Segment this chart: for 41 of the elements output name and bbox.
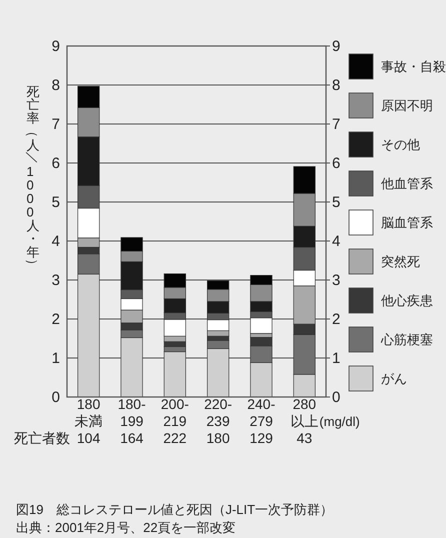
y2-tick-label: 7 xyxy=(332,116,340,133)
y-tick-label: 2 xyxy=(52,311,60,328)
y2-tick-label: 9 xyxy=(332,38,340,55)
x-tick-label: 180- 199 164 xyxy=(118,396,146,446)
y2-tick-label: 5 xyxy=(332,194,340,211)
legend-label: 心筋梗塞 xyxy=(380,332,433,347)
y2-tick-label: 8 xyxy=(332,77,340,94)
y-tick-label: 8 xyxy=(52,77,60,94)
x-tick-label: 200- 219 222 xyxy=(160,396,190,446)
legend-label: 事故・自殺 xyxy=(381,59,446,74)
y2-tick-label: 0 xyxy=(332,389,340,406)
x-tick-label: 220- 239 180 xyxy=(204,396,232,446)
legend-label: 突然死 xyxy=(381,254,420,269)
x-tick-label: 180 未満 104 xyxy=(74,396,103,446)
legend-label: 他心疾患 xyxy=(381,293,433,308)
bar xyxy=(164,351,186,398)
y-tick-label: 9 xyxy=(52,38,60,55)
source-note: 出典：2001年2月号、22頁を一部改変 xyxy=(16,520,236,535)
legend-label: 原因不明 xyxy=(381,98,433,113)
text: 死亡率（人／1000人・年） xyxy=(25,84,40,272)
y-tick-label: 4 xyxy=(52,233,60,250)
y2-tick-label: 3 xyxy=(332,272,340,289)
y-tick-label: 3 xyxy=(52,272,60,289)
y-tick-label: 5 xyxy=(52,194,60,211)
y-tick-label: 7 xyxy=(52,116,60,133)
legend-label: 他血管系 xyxy=(381,176,433,191)
text: 図19 総コレステロール値と死因（J-LIT一次予防群） xyxy=(16,502,334,517)
y-tick-label: 6 xyxy=(52,155,60,172)
y-tick-label: 1 xyxy=(52,350,60,367)
text: 死亡者数 xyxy=(14,430,70,446)
x-tick-label: 240- 279 129 xyxy=(247,396,276,446)
x-axis-title: (mg/dl) xyxy=(319,414,360,429)
legend-label: 脳血管系 xyxy=(381,215,433,230)
legend-label: がん xyxy=(381,371,407,386)
y2-tick-label: 6 xyxy=(332,155,340,172)
y2-tick-label: 4 xyxy=(332,233,340,250)
y2-tick-label: 2 xyxy=(332,311,340,328)
y2-tick-label: 1 xyxy=(332,350,340,367)
y-tick-label: 0 xyxy=(52,389,60,406)
legend-label: その他 xyxy=(381,137,420,152)
x-tick-label: 280 以上 43 xyxy=(290,396,318,446)
